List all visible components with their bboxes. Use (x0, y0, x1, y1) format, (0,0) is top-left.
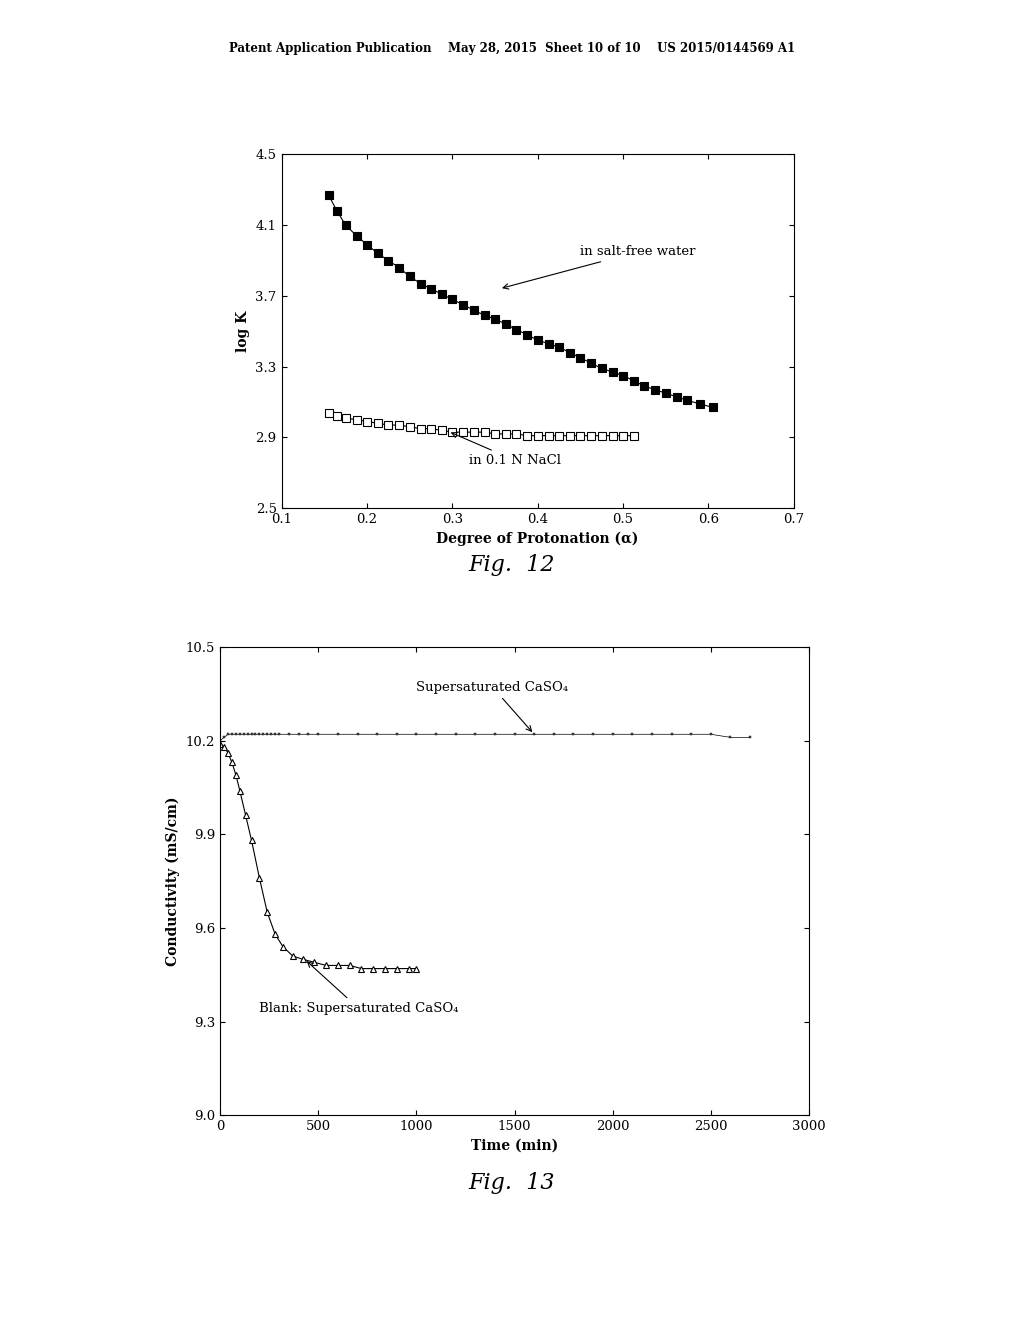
Text: Patent Application Publication    May 28, 2015  Sheet 10 of 10    US 2015/014456: Patent Application Publication May 28, 2… (229, 42, 795, 55)
Text: Fig.  12: Fig. 12 (469, 554, 555, 577)
Y-axis label: log K: log K (236, 310, 250, 352)
Text: in 0.1 N NaCl: in 0.1 N NaCl (452, 433, 561, 467)
Y-axis label: Conductivity (mS/cm): Conductivity (mS/cm) (166, 796, 180, 966)
Text: Supersaturated CaSO₄: Supersaturated CaSO₄ (417, 681, 568, 731)
X-axis label: Degree of Protonation (α): Degree of Protonation (α) (436, 532, 639, 546)
X-axis label: Time (min): Time (min) (471, 1139, 558, 1152)
Text: Blank: Supersaturated CaSO₄: Blank: Supersaturated CaSO₄ (259, 962, 459, 1015)
Text: in salt-free water: in salt-free water (503, 246, 695, 289)
Text: Fig.  13: Fig. 13 (469, 1172, 555, 1195)
